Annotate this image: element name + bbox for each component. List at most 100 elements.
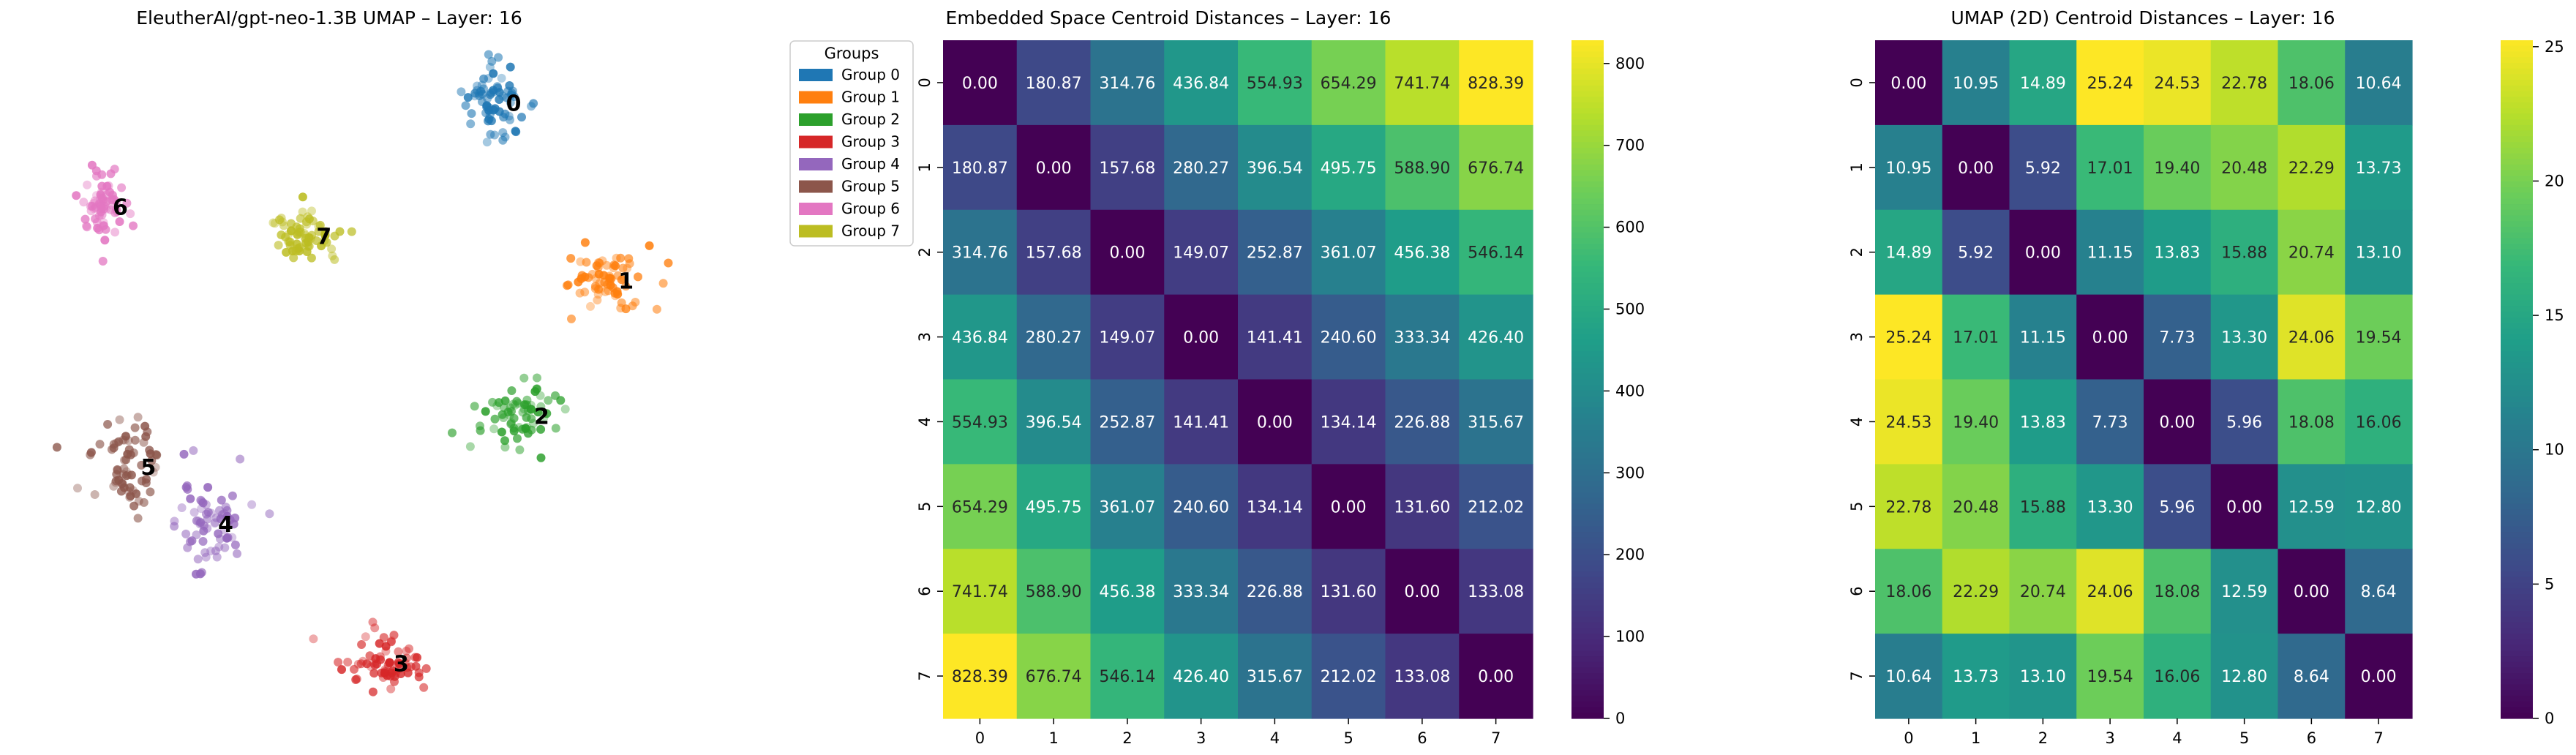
scatter-point-group-7 <box>298 207 307 217</box>
heatmap-cell-3-4 <box>2144 294 2212 380</box>
heatmap-cell-2-1 <box>1016 209 1092 296</box>
colorbar-segment <box>1571 402 1604 408</box>
heatmap-cell-0-5 <box>2210 40 2279 126</box>
scatter-point-group-5 <box>117 479 127 489</box>
scatter-point-group-2 <box>536 424 546 434</box>
heatmap-cell-6-3 <box>2076 549 2144 634</box>
colorbar-segment <box>2501 690 2533 696</box>
colorbar-segment <box>1571 582 1604 589</box>
heatmap-value-6-2: 20.74 <box>2020 583 2066 601</box>
scatter-point-group-0 <box>499 113 508 122</box>
legend-swatch-group-6 <box>799 203 833 215</box>
colorbar-segment <box>2501 707 2533 713</box>
colorbar-segment <box>2501 650 2533 657</box>
scatter-point-group-0 <box>506 90 516 99</box>
scatter-point-group-2 <box>551 424 560 433</box>
scatter-point-group-1 <box>652 304 661 314</box>
heatmap-cell-3-1 <box>1942 294 2010 380</box>
scatter-point-group-5 <box>130 423 140 432</box>
scatter-point-group-2 <box>508 399 518 409</box>
scatter-point-group-4 <box>215 506 224 515</box>
colorbar-segment <box>2501 181 2533 188</box>
scatter-point-group-5 <box>142 475 151 484</box>
heatmap-cell-6-0 <box>1875 549 1943 634</box>
scatter-point-group-3 <box>368 687 378 696</box>
heatmap-cell-6-4 <box>2144 549 2212 634</box>
heatmap-value-0-1: 180.87 <box>1026 75 1082 93</box>
heatmap-cell-5-2 <box>1090 464 1165 549</box>
heatmap-value-6-6: 0.00 <box>1404 583 1440 601</box>
scatter-point-group-1 <box>616 253 626 263</box>
colorbar-segment <box>2501 356 2533 363</box>
heatmap-value-2-2: 0.00 <box>1109 244 1145 263</box>
heatmap-cell-3-5 <box>1311 294 1386 380</box>
colorbar-segment <box>2501 537 2533 544</box>
scatter-point-group-0 <box>479 84 488 94</box>
scatter-point-group-0 <box>487 56 497 66</box>
scatter-point-group-7 <box>287 226 296 236</box>
heatmap-value-1-1: 0.00 <box>1036 159 1072 178</box>
heatmap-value-5-1: 495.75 <box>1026 498 1082 517</box>
heatmap-value-3-2: 11.15 <box>2020 329 2066 348</box>
scatter-point-group-5 <box>90 490 99 499</box>
heatmap-cell-4-1 <box>1016 379 1092 465</box>
colorbar-segment <box>1571 85 1604 92</box>
heatmap-cell-3-3 <box>2076 294 2144 380</box>
scatter-point-group-1 <box>575 288 585 298</box>
heatmap-value-6-4: 226.88 <box>1247 583 1303 601</box>
heatmap-value-3-4: 141.41 <box>1247 329 1303 348</box>
heatmap-cell-7-6 <box>2278 634 2346 719</box>
scatter-point-group-3 <box>343 658 353 666</box>
colorbar-segment <box>1571 339 1604 346</box>
embedded-distance-heatmap-panel: Embedded Space Centroid Distances – Laye… <box>916 7 1645 747</box>
colorbar-segment <box>1571 232 1604 238</box>
scatter-point-group-7 <box>320 227 330 236</box>
colorbar-tick-label: 0 <box>1615 710 1625 727</box>
legend-swatch-group-4 <box>799 158 833 170</box>
heatmap-value-2-4: 252.87 <box>1247 244 1303 263</box>
colorbar-segment <box>1571 300 1604 307</box>
heatmap-cell-1-1 <box>1016 124 1092 211</box>
scatter-point-group-2 <box>560 405 570 414</box>
scatter-point-group-4 <box>265 509 274 519</box>
cluster-label-4: 4 <box>218 512 233 538</box>
scatter-point-group-7 <box>327 244 337 254</box>
heatmap-cell-2-5 <box>2210 209 2279 296</box>
heatmap-value-3-5: 240.60 <box>1321 329 1377 348</box>
heatmap-cell-2-6 <box>2278 209 2346 296</box>
heatmap-cell-4-6 <box>1385 379 1460 465</box>
heatmap-value-3-7: 19.54 <box>2356 329 2402 348</box>
legend-swatch-group-3 <box>799 135 833 149</box>
colorbar-segment <box>2501 334 2533 341</box>
cluster-label-1: 1 <box>618 268 634 294</box>
colorbar-tick-label: 10 <box>2545 441 2564 459</box>
cluster-label-6: 6 <box>113 195 128 220</box>
heatmap-value-7-3: 426.40 <box>1173 668 1229 686</box>
heatmap-value-6-2: 456.38 <box>1099 583 1155 601</box>
heatmap-cell-0-4 <box>1238 40 1313 126</box>
scatter-point-group-2 <box>512 397 522 406</box>
scatter-point-group-5 <box>149 467 158 477</box>
colorbar-segment <box>1571 288 1604 296</box>
scatter-point-group-3 <box>386 637 396 647</box>
heatmap1-ticks: 0 1 2 3 4 5 6 7 0 1 2 3 4 5 6 7 <box>916 78 1501 747</box>
scatter-point-group-5 <box>73 484 82 493</box>
heatmap-value-2-5: 15.88 <box>2221 244 2267 263</box>
scatter-point-group-4 <box>200 548 210 557</box>
heatmap-value-5-6: 131.60 <box>1394 498 1450 517</box>
legend-label-group-7: Group 7 <box>841 222 900 240</box>
colorbar-segment <box>2501 159 2533 165</box>
heatmap-cell-2-7 <box>1459 209 1533 296</box>
scatter-point-group-4 <box>189 508 199 517</box>
scatter-point-group-4 <box>217 495 226 505</box>
colorbar-segment <box>1571 537 1604 544</box>
scatter-point-group-3 <box>402 646 411 656</box>
heatmap-cell-5-0 <box>1875 464 1943 549</box>
scatter-point-group-6 <box>129 221 138 230</box>
heatmap-cell-1-6 <box>1385 124 1460 211</box>
colorbar-segment <box>1571 192 1604 199</box>
scatter-point-group-5 <box>86 448 96 457</box>
scatter-point-group-4 <box>170 522 179 531</box>
scatter-point-group-2 <box>518 424 527 434</box>
heatmap-value-7-4: 315.67 <box>1247 668 1303 686</box>
